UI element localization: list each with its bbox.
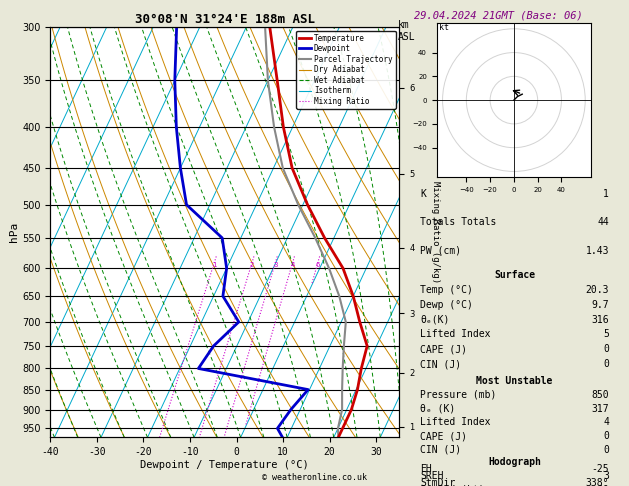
Text: PW (cm): PW (cm) [420, 246, 461, 256]
Text: 10: 10 [598, 485, 609, 486]
Y-axis label: Mixing Ratio (g/kg): Mixing Ratio (g/kg) [431, 181, 440, 283]
Text: 0: 0 [603, 431, 609, 441]
Text: 316: 316 [591, 314, 609, 325]
Text: LCL: LCL [0, 485, 1, 486]
Text: SREH: SREH [420, 471, 443, 481]
Text: Pressure (mb): Pressure (mb) [420, 390, 496, 400]
Text: Totals Totals: Totals Totals [420, 217, 496, 227]
Text: 6: 6 [316, 262, 320, 268]
Text: 3: 3 [273, 262, 278, 268]
Text: 4: 4 [291, 262, 295, 268]
Text: 9.7: 9.7 [591, 299, 609, 310]
Text: 0: 0 [603, 359, 609, 369]
Text: Lifted Index: Lifted Index [420, 417, 491, 427]
Text: EH: EH [420, 464, 431, 474]
Text: 1: 1 [603, 189, 609, 199]
Text: CAPE (J): CAPE (J) [420, 431, 467, 441]
Text: ASL: ASL [398, 32, 416, 42]
Text: © weatheronline.co.uk: © weatheronline.co.uk [262, 473, 367, 482]
Legend: Temperature, Dewpoint, Parcel Trajectory, Dry Adiabat, Wet Adiabat, Isotherm, Mi: Temperature, Dewpoint, Parcel Trajectory… [296, 31, 396, 109]
Text: 850: 850 [591, 390, 609, 400]
Text: CIN (J): CIN (J) [420, 359, 461, 369]
Text: CIN (J): CIN (J) [420, 445, 461, 455]
X-axis label: Dewpoint / Temperature (°C): Dewpoint / Temperature (°C) [140, 460, 309, 470]
Title: 30°08'N 31°24'E 188m ASL: 30°08'N 31°24'E 188m ASL [135, 13, 315, 26]
Text: 2: 2 [250, 262, 254, 268]
Text: 1: 1 [212, 262, 216, 268]
Text: kt: kt [439, 23, 449, 32]
Text: K: K [420, 189, 426, 199]
Text: CAPE (J): CAPE (J) [420, 345, 467, 354]
Text: Surface: Surface [494, 270, 535, 280]
Y-axis label: hPa: hPa [9, 222, 19, 242]
Text: θₑ (K): θₑ (K) [420, 404, 455, 414]
Text: 29.04.2024 21GMT (Base: 06): 29.04.2024 21GMT (Base: 06) [414, 11, 582, 21]
Text: 20.3: 20.3 [586, 285, 609, 295]
Text: 5: 5 [603, 330, 609, 340]
Text: -25: -25 [591, 464, 609, 474]
Text: 0: 0 [603, 445, 609, 455]
Text: Hodograph: Hodograph [488, 457, 541, 467]
Text: 338°: 338° [586, 478, 609, 486]
Text: Most Unstable: Most Unstable [476, 376, 553, 386]
Text: km: km [398, 20, 410, 31]
Text: 3: 3 [603, 471, 609, 481]
Text: 0: 0 [603, 345, 609, 354]
Text: 44: 44 [598, 217, 609, 227]
Text: 4: 4 [603, 417, 609, 427]
Text: StmSpd (kt): StmSpd (kt) [420, 485, 484, 486]
Text: Temp (°C): Temp (°C) [420, 285, 473, 295]
Text: 1.43: 1.43 [586, 246, 609, 256]
Text: Lifted Index: Lifted Index [420, 330, 491, 340]
Text: Dewp (°C): Dewp (°C) [420, 299, 473, 310]
Text: θₑ(K): θₑ(K) [420, 314, 449, 325]
Text: StmDir: StmDir [420, 478, 455, 486]
Text: 317: 317 [591, 404, 609, 414]
